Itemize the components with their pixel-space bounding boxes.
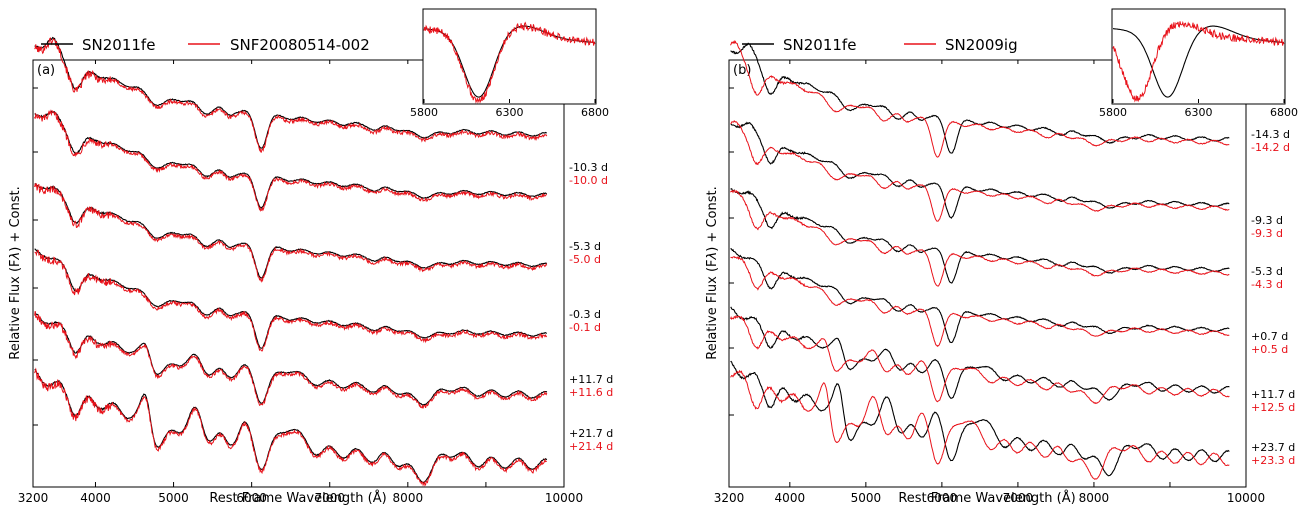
panel-a-ylabel: Relative Flux (Fλ) + Const. xyxy=(8,186,23,359)
panel-a-legend: SN2011fe SNF20080514-002 xyxy=(41,36,370,54)
phase-label-ref: +23.7 d xyxy=(1251,441,1295,454)
panel-b-legend-ref: SN2011fe xyxy=(783,36,856,54)
inset-cmp xyxy=(423,21,596,104)
panel-a-label: (a) xyxy=(37,63,55,78)
panel-a-spectra xyxy=(34,36,548,487)
phase-label-cmp: +21.4 d xyxy=(569,440,613,453)
spectrum-cmp xyxy=(730,39,1230,158)
x-tick-label: 6000 xyxy=(927,491,958,505)
panel-b-xlabel: Rest Frame Wavelength (Å) xyxy=(898,490,1075,506)
spectrum-cmp xyxy=(730,314,1230,405)
x-tick-label: 7000 xyxy=(314,491,345,505)
x-tick-label: 4000 xyxy=(80,491,111,505)
spectrum-cmp xyxy=(34,367,547,487)
phase-label-ref: +11.7 d xyxy=(1251,388,1295,401)
spectrum-cmp xyxy=(34,182,548,283)
panel-b-frame xyxy=(728,59,1247,488)
x-tick-label: 3200 xyxy=(18,491,49,505)
spectrum-ref xyxy=(34,110,547,209)
panel-a-legend-ref: SN2011fe xyxy=(82,36,155,54)
phase-label-ref: -9.3 d xyxy=(1251,214,1283,227)
panel-a-y-ticks xyxy=(33,87,38,426)
inset-x-tick-label: 6300 xyxy=(496,106,524,119)
panel-b-y-ticks xyxy=(729,87,734,416)
x-tick-label: 7000 xyxy=(1003,491,1034,505)
panel-b-spectra xyxy=(730,39,1230,480)
spectrum-ref xyxy=(730,360,1230,477)
spectrum-ref xyxy=(34,311,548,406)
phase-label-cmp: +0.5 d xyxy=(1251,343,1288,356)
panel-a: (a) 3200 4000 5000 6000 7000 8000 10000 -10.3 … xyxy=(8,8,613,506)
phase-label-ref: +11.7 d xyxy=(569,373,613,386)
phase-label-cmp: -5.0 d xyxy=(569,253,601,266)
panel-b-label: (b) xyxy=(733,63,751,78)
spectrum-cmp xyxy=(34,249,548,352)
spectrum-cmp xyxy=(730,255,1230,348)
phase-label-ref: -14.3 d xyxy=(1251,128,1290,141)
panel-a-phase-labels: -10.3 d-10.0 d -5.3 d-5.0 d -0.3 d-0.1 d +1… xyxy=(569,161,613,453)
x-tick-label: 10000 xyxy=(1227,491,1265,505)
phase-label-cmp: -9.3 d xyxy=(1251,227,1283,240)
inset-cmp xyxy=(1112,20,1285,103)
inset-ref xyxy=(1113,25,1284,98)
phase-label-cmp: -10.0 d xyxy=(569,174,608,187)
spectrum-ref xyxy=(730,306,1230,401)
panel-b-phase-labels: -14.3 d-14.2 d -9.3 d-9.3 d -5.3 d-4.3 d +0… xyxy=(1251,128,1295,467)
phase-label-ref: -10.3 d xyxy=(569,161,608,174)
phase-label-cmp: -0.1 d xyxy=(569,321,601,334)
spectrum-cmp xyxy=(34,37,548,153)
phase-label-cmp: +11.6 d xyxy=(569,386,613,399)
phase-label-ref: -0.3 d xyxy=(569,308,601,321)
x-tick-label: 10000 xyxy=(545,491,583,505)
panel-a-x-axis: 3200 4000 5000 6000 7000 8000 10000 xyxy=(18,60,583,505)
panel-b-inset: 5800 6300 6800 xyxy=(1099,8,1298,119)
x-tick-label: 8000 xyxy=(1079,491,1110,505)
x-tick-label: 4000 xyxy=(775,491,806,505)
x-tick-label: 5000 xyxy=(158,491,189,505)
spectrum-ref xyxy=(730,248,1230,344)
phase-label-cmp: -14.2 d xyxy=(1251,141,1290,154)
phase-label-ref: -5.3 d xyxy=(569,240,601,253)
spectrum-ref xyxy=(730,188,1230,284)
panel-a-legend-cmp: SNF20080514-002 xyxy=(230,36,370,54)
panel-b-legend: SN2011fe SN2009ig xyxy=(742,36,1018,54)
panel-b-x-axis: 3200 4000 5000 6000 7000 8000 10000 xyxy=(714,60,1265,505)
phase-label-ref: -5.3 d xyxy=(1251,265,1283,278)
inset-x-tick-label: 6800 xyxy=(581,106,609,119)
spectrum-ref xyxy=(34,248,547,349)
spectrum-cmp xyxy=(730,369,1230,480)
phase-label-cmp: +23.3 d xyxy=(1251,454,1295,467)
spectrum-ref xyxy=(34,183,548,279)
spectrum-cmp xyxy=(34,311,548,409)
x-tick-label: 8000 xyxy=(393,491,424,505)
phase-label-cmp: -4.3 d xyxy=(1251,278,1283,291)
x-tick-label: 6000 xyxy=(236,491,267,505)
x-tick-label: 3200 xyxy=(714,491,745,505)
spectrum-cmp xyxy=(730,120,1230,222)
x-tick-label: 5000 xyxy=(851,491,882,505)
spectrum-cmp xyxy=(730,189,1230,287)
inset-x-tick-label: 5800 xyxy=(410,106,438,119)
inset-x-tick-label: 5800 xyxy=(1099,106,1127,119)
panel-a-frame xyxy=(32,59,565,488)
spectrum-ref xyxy=(730,121,1230,220)
inset-x-tick-label: 6300 xyxy=(1185,106,1213,119)
panel-a-inset: 5800 6300 6800 xyxy=(410,8,609,119)
spectrum-cmp xyxy=(34,109,548,212)
phase-label-cmp: +12.5 d xyxy=(1251,401,1295,414)
panel-b-ylabel: Relative Flux (Fλ) + Const. xyxy=(705,186,720,359)
panel-b: (b) 3200 4000 5000 6000 7000 8000 10000 -14.3 … xyxy=(705,8,1298,506)
panel-b-legend-cmp: SN2009ig xyxy=(945,36,1018,54)
phase-label-ref: +0.7 d xyxy=(1251,330,1288,343)
panel-a-xlabel: Rest Frame Wavelength (Å) xyxy=(209,490,386,506)
spectrum-ref xyxy=(34,368,548,483)
inset-x-tick-label: 6800 xyxy=(1270,106,1298,119)
phase-label-ref: +21.7 d xyxy=(569,427,613,440)
